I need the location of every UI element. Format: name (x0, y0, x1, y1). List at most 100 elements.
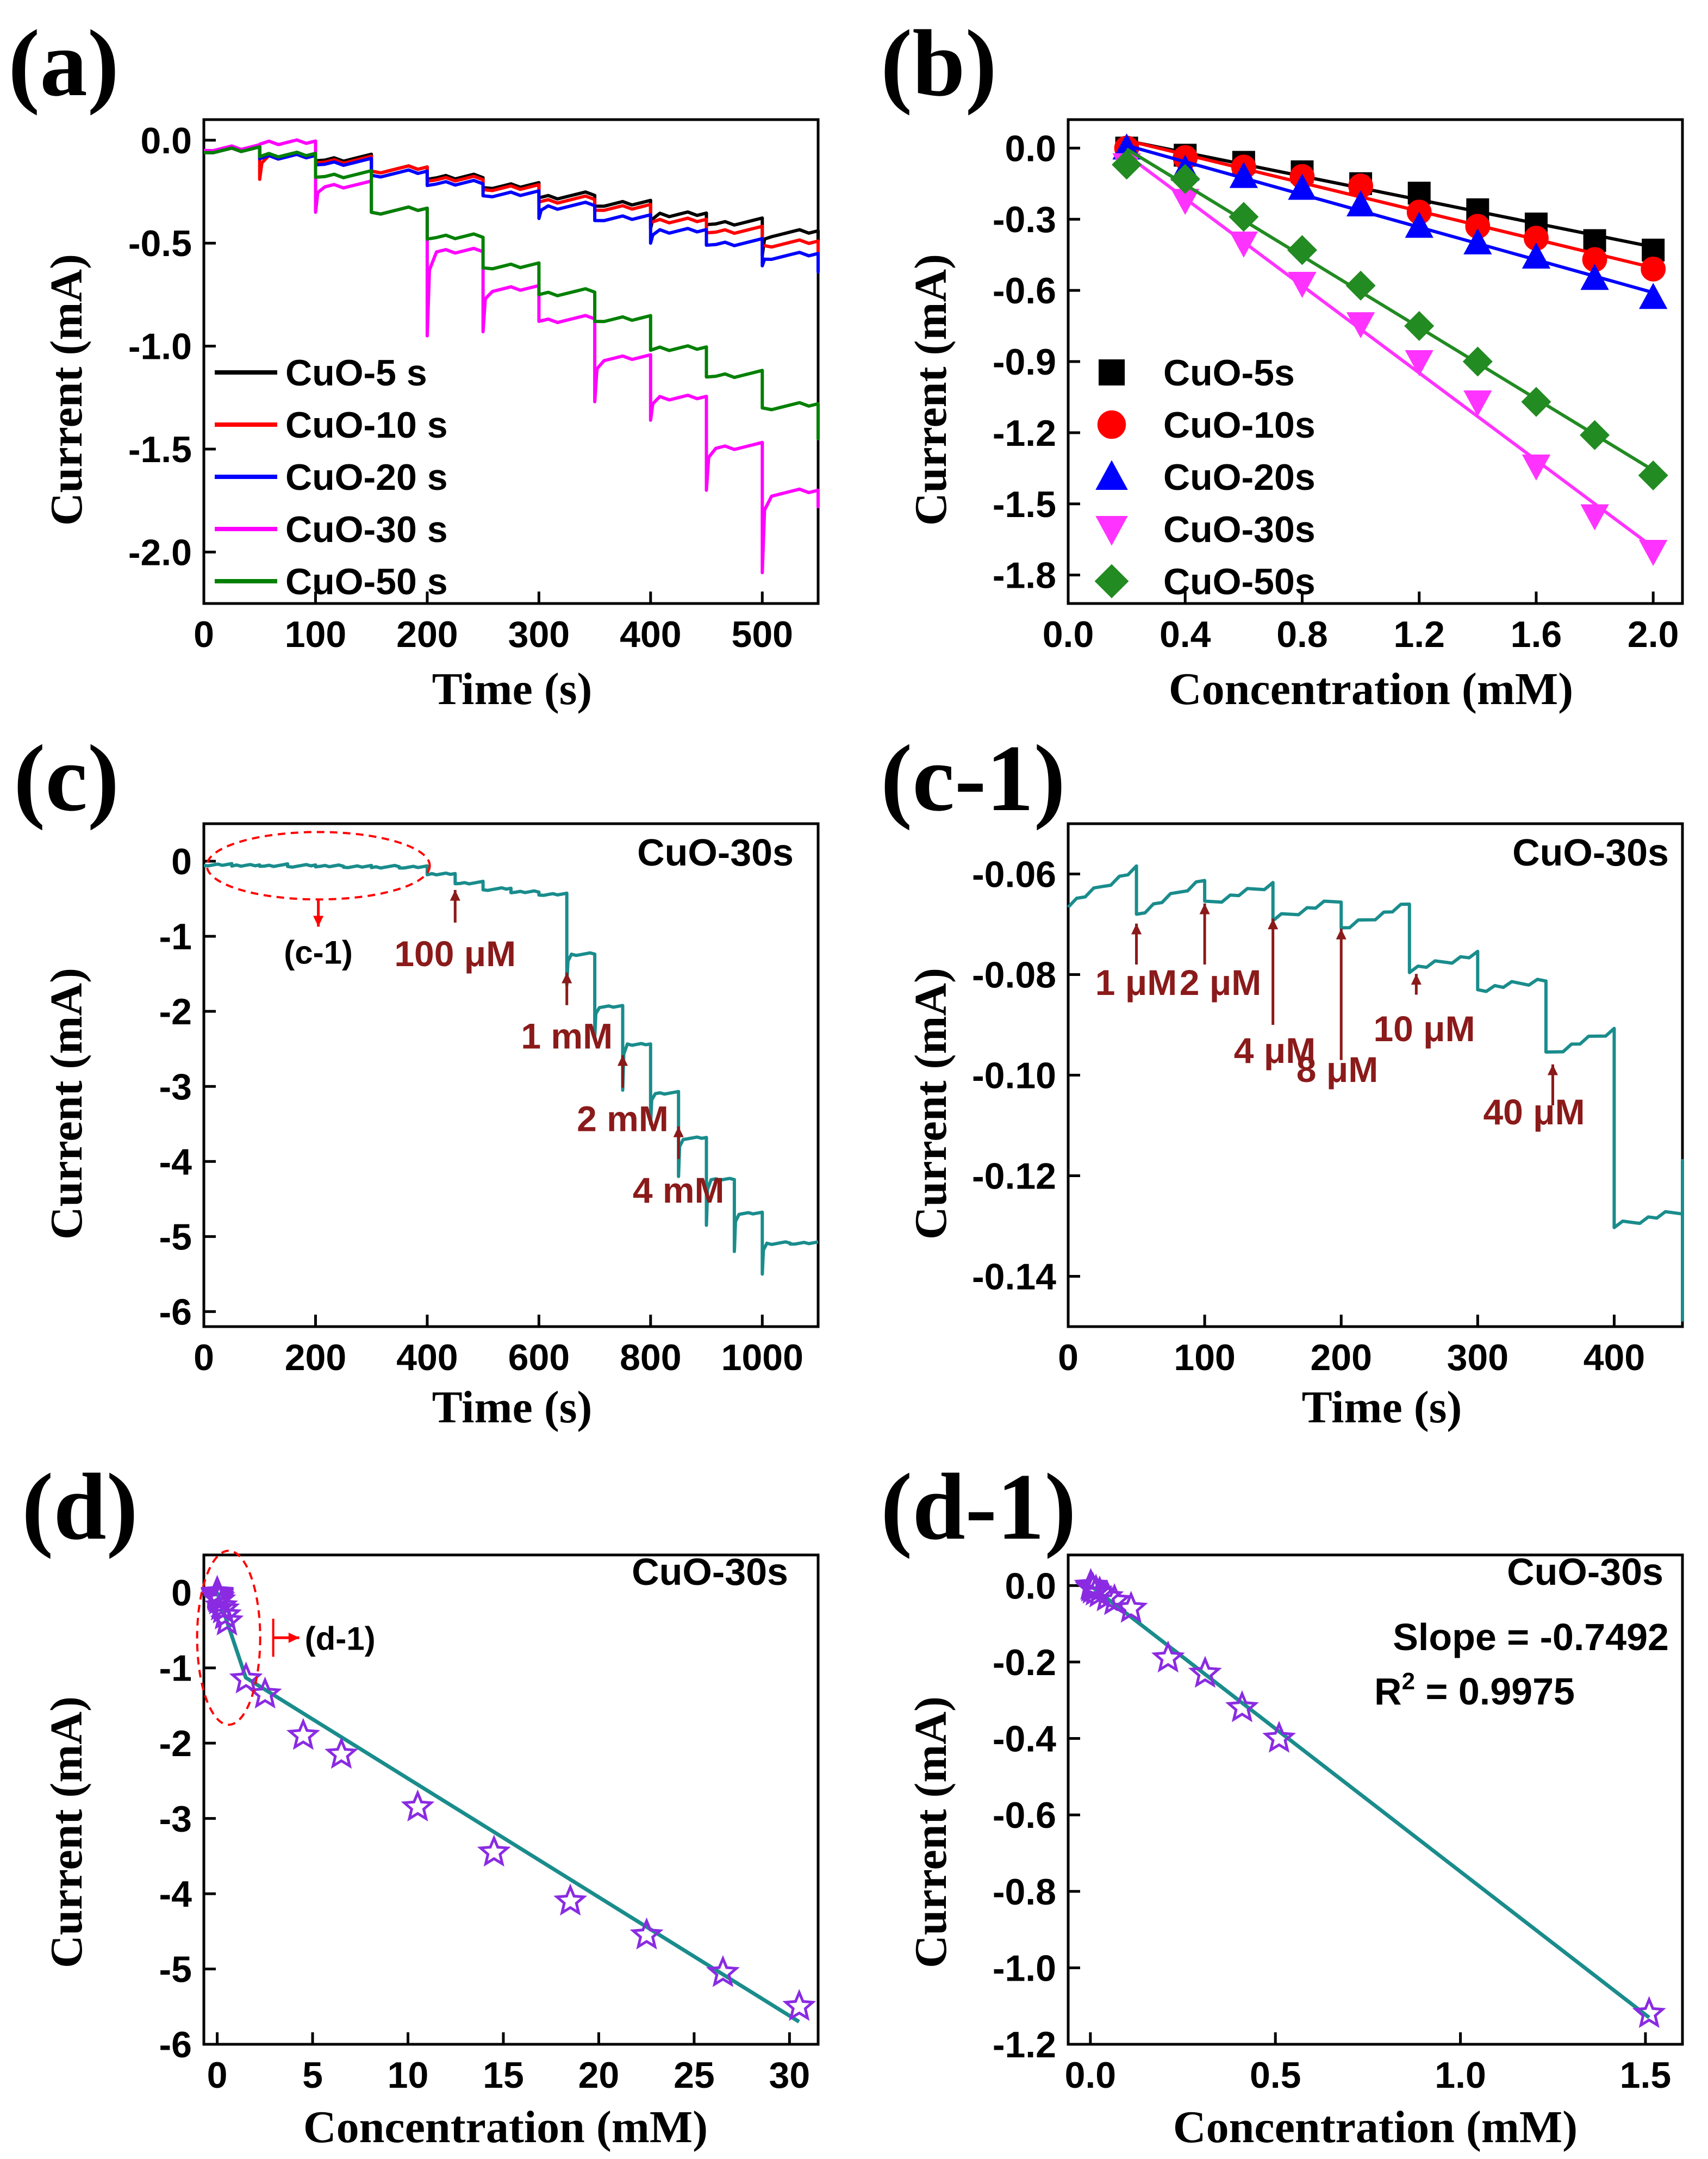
panel-c1-annotation-arrow-head (1268, 918, 1279, 930)
panel-c1-annotation-label: 40 μM (1483, 1092, 1585, 1132)
panel-b-legend-marker (1094, 564, 1129, 599)
panel-d-xtick-label: 5 (302, 2055, 323, 2096)
panel-c1-ytick-label: -0.10 (972, 1055, 1056, 1097)
panel-d-xtick-label: 10 (388, 2055, 429, 2096)
panel-c1-label: (c-1) (881, 725, 1065, 831)
panel-a-legend-label: CuO-10 s (285, 405, 448, 446)
panel-b-legend-label: CuO-50s (1163, 561, 1316, 602)
panel-d-zoom-ellipse (196, 1550, 261, 1726)
panel-c-annotation-c1: (c-1) (284, 934, 353, 970)
panel-c-label: (c) (14, 725, 119, 831)
panel-c-annotation-arrow-head (673, 1126, 684, 1137)
panel-b-marker-4 (1580, 420, 1610, 450)
panel-c-ytick-label: -6 (159, 1291, 192, 1333)
panel-c-annotation-arrow-head (617, 1055, 628, 1066)
panel-b-marker-1 (1641, 256, 1666, 282)
panel-b-marker-3 (1639, 540, 1668, 566)
panel-d1-ytick-label: -1.2 (993, 2024, 1056, 2065)
panel-b-fit-line-4 (1126, 147, 1654, 472)
panel-b-marker-3 (1580, 504, 1609, 531)
panel-c-ytick-label: 0 (171, 841, 192, 882)
panel-d-annotation-d1: (d-1) (305, 1620, 376, 1657)
panel-b-legend-label: CuO-30s (1163, 509, 1316, 550)
panel-d-xtick-label: 25 (674, 2055, 715, 2096)
panel-c-annotation-label: 1 mM (521, 1016, 613, 1056)
panel-a-legend-label: CuO-50 s (285, 561, 448, 602)
panel-a-ylabel: Current (mA) (41, 254, 92, 526)
panel-c-ytick-label: -4 (159, 1141, 192, 1183)
panel-d-ytick-label: -2 (159, 1723, 192, 1764)
panel-b-marker-4 (1404, 311, 1435, 341)
panel-d-ytick-label: -6 (159, 2024, 192, 2065)
panel-b-legend-label: CuO-10s (1163, 405, 1316, 446)
panel-d-xtick-label: 20 (578, 2055, 620, 2096)
panel-d1-ytick-label: -0.6 (993, 1795, 1056, 1836)
panel-d-star-marker (248, 1676, 282, 1709)
panel-c1-xlabel: Time (s) (1302, 1382, 1462, 1433)
panel-c1-annotation-label: 2 μM (1180, 962, 1261, 1003)
panel-d1-r2: R2 = 0.9975 (1374, 1668, 1575, 1713)
panel-d1-frame (1067, 1553, 1684, 2046)
panel-b-xtick-label: 0.8 (1276, 614, 1328, 655)
panel-d1-ytick-label: -0.2 (993, 1642, 1056, 1683)
panel-c-annotation-label: 100 μM (394, 934, 516, 974)
panel-b-marker-2 (1229, 161, 1258, 188)
panel-c1-annotation-arrow-head (1411, 974, 1422, 985)
panel-b-marker-4 (1170, 164, 1200, 194)
panel-b-marker-3 (1463, 390, 1492, 417)
panel-a-legend: CuO-5 s CuO-10 s CuO-20 s CuO-30 s CuO-50 s (215, 352, 448, 602)
panel-a-ytick-label: -1.0 (128, 326, 192, 368)
panel-c1-ylabel: Current (mA) (906, 968, 956, 1240)
panel-c-xlabel: Time (s) (432, 1382, 593, 1433)
panel-d-xlabel: Concentration (mM) (303, 2102, 708, 2152)
panel-b-fit-line-2 (1126, 144, 1654, 294)
panel-c-xtick-label: 200 (285, 1337, 346, 1378)
panel-a-xlabel: Time (s) (432, 664, 593, 714)
panel-c: (c) Time (s) Current (mA) CuO-30s 0 200 40… (14, 725, 820, 1433)
panel-b-legend: CuO-5s CuO-10s CuO-20s CuO-30s CuO-50s (1094, 352, 1316, 602)
panel-b-marker-3 (1346, 312, 1375, 339)
panel-d-star-marker (202, 1582, 236, 1615)
panel-c-ytick-label: -1 (159, 916, 192, 957)
panel-c1-annotation-label: 4 μM (1234, 1030, 1316, 1071)
panel-a-xtick-label: 100 (285, 614, 346, 655)
panel-a-legend-label: CuO-20 s (285, 457, 448, 498)
panel-b-marker-2 (1405, 211, 1433, 238)
panel-b: (b) Concentration (mM) Current (mA) CuO-… (881, 10, 1684, 714)
panel-a-series-1 (203, 145, 820, 256)
panel-c-series (203, 862, 819, 1276)
panel-a-label: (a) (8, 10, 119, 116)
panel-d-fit-line (215, 1592, 800, 2024)
panel-b-legend-label: CuO-5s (1163, 352, 1295, 394)
panel-c1-ytick-label: -0.14 (972, 1256, 1056, 1298)
panel-d1-label: (d-1) (881, 1454, 1076, 1559)
panel-d1-r2-value: = 0.9975 (1415, 1670, 1575, 1713)
panel-c1-annotation-arrow-head (1547, 1064, 1559, 1075)
panel-d-xtick-label: 30 (769, 2055, 811, 2096)
panel-b-legend-marker (1099, 359, 1125, 385)
panel-b-marker-4 (1638, 460, 1668, 490)
panel-b-marker-3 (1288, 272, 1317, 298)
panel-c1-annotation-arrow-head (1199, 903, 1210, 914)
panel-d1-xlabel: Concentration (mM) (1173, 2102, 1578, 2152)
panel-b-xtick-label: 0.4 (1160, 614, 1211, 655)
panel-a-legend-label: CuO-30 s (285, 509, 448, 550)
panel-d1-slope: Slope = -0.7492 (1393, 1616, 1669, 1658)
panel-a-xtick-label: 400 (620, 614, 681, 655)
panel-b-marker-4 (1229, 202, 1259, 232)
panel-c1-annotation-label: 1 μM (1095, 962, 1177, 1003)
panel-b-ytick-label: 0.0 (1005, 128, 1056, 169)
panel-c-inset-title: CuO-30s (637, 831, 794, 874)
panel-c1-xtick-label: 200 (1310, 1337, 1372, 1378)
panel-a-legend-label: CuO-5 s (285, 352, 427, 394)
panel-d-star-marker (210, 1603, 244, 1636)
panel-b-ylabel: Current (mA) (906, 254, 956, 526)
panel-b-ytick-label: -0.3 (993, 199, 1056, 240)
panel-b-marker-2 (1288, 173, 1317, 200)
panel-d1-ytick-label: 0.0 (1005, 1565, 1056, 1607)
panel-c1-annotation-label: 8 μM (1296, 1049, 1378, 1090)
panel-d-xtick-label: 0 (207, 2055, 228, 2096)
panel-d1-star-marker (1188, 1656, 1222, 1688)
panel-d-star-marker (706, 1955, 740, 1987)
